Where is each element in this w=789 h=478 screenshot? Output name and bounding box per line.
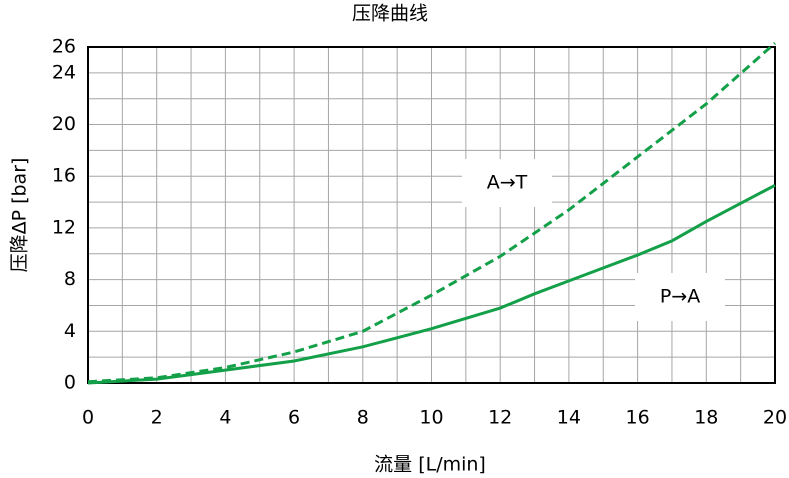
series-line bbox=[87, 183, 776, 385]
y-tick-label: 4 bbox=[64, 320, 76, 342]
x-tick-label: 12 bbox=[488, 407, 512, 429]
series-label: A→T bbox=[487, 172, 528, 194]
x-tick-label: 6 bbox=[288, 407, 300, 429]
label-box bbox=[635, 273, 725, 321]
y-tick-label: 0 bbox=[64, 372, 76, 394]
x-tick-label: 0 bbox=[82, 407, 94, 429]
y-axis-label: 压降ΔP [bar] bbox=[9, 158, 31, 273]
y-tick-label: 8 bbox=[64, 268, 76, 290]
series-label: P→A bbox=[660, 286, 700, 308]
y-tick-label: 16 bbox=[52, 165, 76, 187]
x-tick-label: 2 bbox=[151, 407, 163, 429]
x-tick-label: 18 bbox=[694, 407, 718, 429]
x-tick-label: 8 bbox=[357, 407, 369, 429]
plot-frame bbox=[87, 46, 776, 384]
y-tick-label: 24 bbox=[52, 61, 76, 83]
x-tick-label: 20 bbox=[763, 407, 787, 429]
y-tick-label: 20 bbox=[52, 113, 76, 135]
y-tick-label: 26 bbox=[52, 36, 76, 58]
series-line bbox=[87, 41, 776, 384]
x-tick-label: 16 bbox=[626, 407, 650, 429]
x-tick-label: 4 bbox=[219, 407, 231, 429]
chart-title: 压降曲线 bbox=[352, 3, 428, 25]
x-tick-label: 14 bbox=[557, 407, 581, 429]
label-box bbox=[462, 159, 552, 207]
x-axis-label: 流量 [L/min] bbox=[374, 454, 486, 476]
x-tick-label: 10 bbox=[419, 407, 443, 429]
y-tick-label: 12 bbox=[52, 216, 76, 238]
